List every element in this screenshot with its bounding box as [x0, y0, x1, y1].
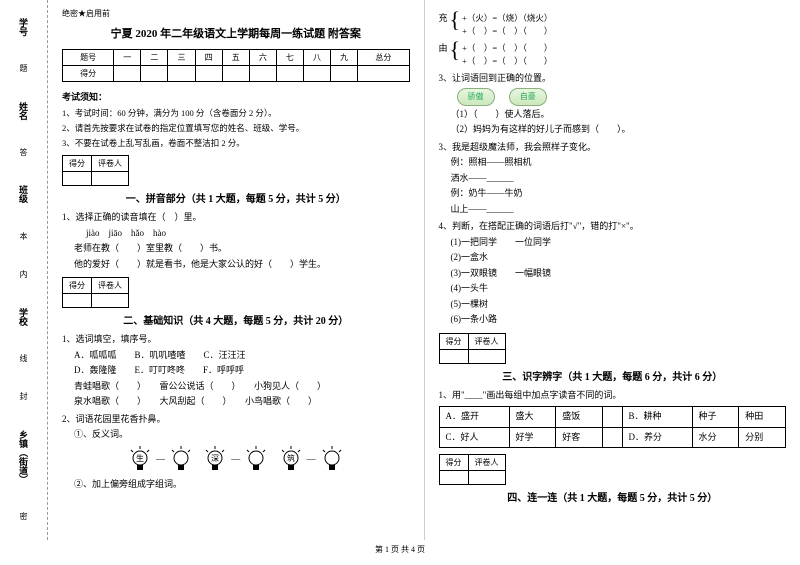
binding-sidebar: 学号 题 姓名 答 班级 本 内 学校 线 封 乡镇（街道） 密 — [0, 0, 48, 540]
column-right: 充 { +（火）=（烧）（烧火） +（ ）=（ ）（ ） 由 { +（ ）=（ … — [425, 0, 800, 540]
exam-title: 宁夏 2020 年二年级语文上学期每周一练试题 附答案 — [62, 25, 410, 41]
notes-title: 考试须知： — [62, 90, 410, 103]
notes: 1、考试时间：60 分钟，满分为 100 分（含卷面分 2 分）。 2、请首先按… — [62, 107, 410, 149]
sb-d3: 内 — [20, 269, 28, 280]
bulb-dash: — — [231, 453, 240, 467]
sb-d1: 答 — [20, 147, 28, 158]
secret-label: 绝密★启用前 — [62, 8, 410, 19]
bulb-icon: 深 — [203, 446, 227, 474]
sb-4: 学校 — [17, 308, 30, 326]
bulb-row: 生 — 深 — 筑 — — [62, 446, 410, 474]
sb-2: 班级 — [17, 185, 30, 203]
column-left: 绝密★启用前 宁夏 2020 年二年级语文上学期每周一练试题 附答案 题号 一 … — [48, 0, 425, 540]
bulb-dash — [272, 453, 274, 467]
bulb-icon — [244, 446, 268, 474]
formula-1: 充 { +（火）=（烧）（烧火） +（ ）=（ ）（ ） — [439, 11, 787, 38]
score-row-header: 题号 一 二 三 四 五 六 七 八 九 总分 — [63, 50, 410, 66]
page-container: 学号 题 姓名 答 班级 本 内 学校 线 封 乡镇（街道） 密 绝密★启用前 … — [0, 0, 800, 540]
badge-2: 自豪 — [509, 88, 547, 106]
page-footer: 第 1 页 共 4 页 — [0, 540, 800, 559]
svg-text:筑: 筑 — [287, 453, 295, 463]
bulb-icon — [320, 446, 344, 474]
section-2-title: 二、基础知识（共 4 大题，每题 5 分，共计 20 分） — [62, 312, 410, 327]
brace-icon: { — [450, 11, 461, 30]
formula-2: 由 { +（ ）=（ ）（ ） +（ ）=（ ）（ ） — [439, 41, 787, 68]
sb-0: 学号 — [17, 18, 30, 36]
section-4-title: 四、连一连（共 1 大题，每题 5 分，共计 5 分） — [439, 489, 787, 504]
section-1-title: 一、拼音部分（共 1 大题，每题 5 分，共计 5 分） — [62, 190, 410, 205]
scorebox-1: 得分评卷人 — [62, 155, 129, 186]
bulb-dash: — — [307, 453, 316, 467]
question-2-2: 2、词语花园里花香扑鼻。 ①、反义词。 生 — 深 — 筑 — ②、加上偏旁组成… — [62, 413, 410, 492]
sb-d2: 本 — [20, 231, 28, 242]
question-4: 4、判断，在搭配正确的词语后打"√"，错的打"×"。 (1)一把同学 一位同学 … — [439, 220, 787, 327]
bulb-dash — [197, 453, 199, 467]
section-3-title: 三、识字辨字（共 1 大题，每题 6 分，共计 6 分） — [439, 368, 787, 383]
question-3: 3、我是超级魔法师，我会照样子变化。 例：照相——照相机 洒水——______ … — [439, 141, 787, 217]
scorebox-3: 得分评卷人 — [439, 333, 506, 364]
question-3-1: 1、用"____"画出每组中加点字读音不同的词。 A．盛开 盛大 盛饭 B．耕种… — [439, 389, 787, 449]
svg-text:生: 生 — [136, 453, 144, 463]
brace-icon: { — [450, 41, 461, 60]
sb-d5: 封 — [20, 391, 28, 402]
bulb-dash: — — [156, 453, 165, 467]
bulb-icon: 生 — [128, 446, 152, 474]
scorebox-2: 得分评卷人 — [62, 277, 129, 308]
identify-table: A．盛开 盛大 盛饭 B．耕种 种子 种田 C．好人 好学 好客 D．养分 水分… — [439, 406, 787, 448]
bulb-icon: 筑 — [279, 446, 303, 474]
bulb-icon — [169, 446, 193, 474]
score-row-blank: 得分 — [63, 66, 410, 82]
svg-text:深: 深 — [211, 454, 219, 463]
question-2-3: 3、让词语回到正确的位置。 骄傲 自豪 （1）（ ）使人落后。 （2）妈妈为有这… — [439, 72, 787, 137]
sb-d0: 题 — [20, 63, 28, 74]
sb-6: 乡镇（街道） — [17, 430, 30, 484]
sb-d4: 线 — [20, 353, 28, 364]
question-1-1: 1、选择正确的读音填在（ ）里。 jiào jiāo hǎo hào 老师在教（… — [62, 211, 410, 271]
sb-1: 姓名 — [17, 102, 30, 120]
question-2-1: 1、选词填空，填序号。 A．呱呱呱 B．叽叽喳喳 C．汪汪汪 D．轰隆隆 E．叮… — [62, 333, 410, 409]
score-table: 题号 一 二 三 四 五 六 七 八 九 总分 得分 — [62, 49, 410, 82]
badge-1: 骄傲 — [457, 88, 495, 106]
scorebox-4: 得分评卷人 — [439, 454, 506, 485]
sb-d6: 密 — [20, 511, 28, 522]
